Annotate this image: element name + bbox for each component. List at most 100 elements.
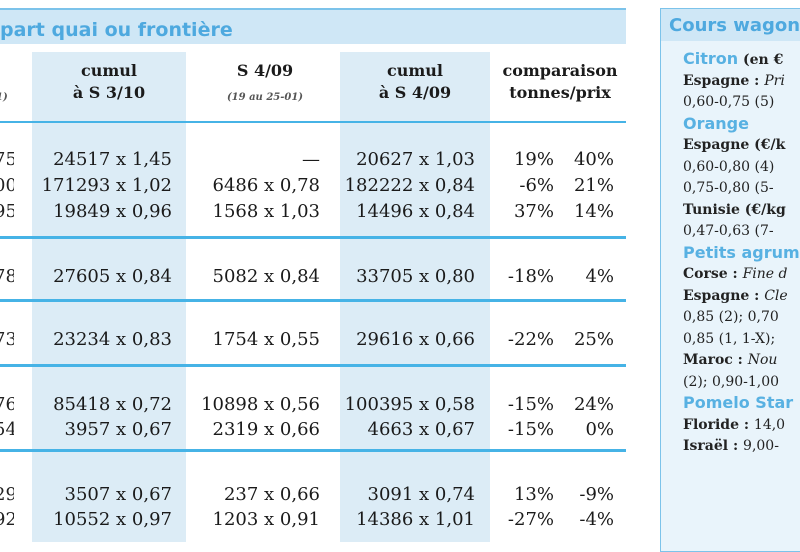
- product-category: Citron (en €: [683, 49, 783, 70]
- column-shade-cumul-s4: [340, 52, 490, 542]
- cut-cell: 73: [0, 329, 14, 350]
- comparison-price-cell: 25%: [573, 329, 614, 350]
- comparison-tonnes-cell: -15%: [507, 394, 554, 415]
- cumul-s4-cell: 14496 x 0,84: [356, 201, 475, 222]
- origin-name: Floride :: [683, 416, 754, 433]
- column-shade-cumul-s3: [32, 52, 186, 542]
- column-header-cumul-s3: cumul à S 3/10: [32, 60, 186, 104]
- table-title-bar: part quai ou frontière: [0, 8, 626, 44]
- comparison-price-cell: 0%: [585, 419, 614, 440]
- group-rule-1: [0, 236, 626, 239]
- s4-cell: 5082 x 0,84: [212, 266, 320, 287]
- origin-name: Espagne (€/k: [683, 137, 786, 153]
- product-category: Pomelo Star: [683, 393, 793, 413]
- column-header-line1: comparaison: [502, 61, 618, 80]
- category-name: Petits agrum: [683, 242, 800, 262]
- s4-cell: 10898 x 0,56: [201, 394, 320, 415]
- category-name: Pomelo Star: [683, 393, 794, 412]
- product-category: Petits agrum: [683, 243, 800, 263]
- origin-name: Espagne :: [683, 287, 765, 304]
- price-line: (2); 0,90-1,00: [683, 373, 780, 390]
- category-name: Citron: [683, 49, 739, 68]
- comparison-tonnes-cell: -27%: [507, 509, 554, 530]
- s4-cell: 1568 x 1,03: [212, 201, 320, 222]
- cumul-s3-cell: 3957 x 0,67: [64, 419, 172, 440]
- s4-cell: 6486 x 0,78: [212, 175, 320, 196]
- origin-line: Espagne : Cle: [683, 286, 788, 306]
- origin-line: Maroc : Nou: [683, 350, 777, 370]
- category-name: Orange: [683, 113, 749, 133]
- cumul-s4-cell: 182222 x 0,84: [344, 175, 475, 196]
- variety-name: Cle: [764, 287, 788, 304]
- origin-line: Tunisie (€/kg: [683, 200, 786, 220]
- comparison-price-cell: 40%: [573, 149, 614, 170]
- column-header-line2: à S 4/09: [378, 83, 452, 102]
- price-line: 0,60-0,75 (5): [683, 94, 775, 110]
- cumul-s4-cell: 3091 x 0,74: [367, 484, 475, 505]
- column-header-line1: cumul: [80, 61, 137, 80]
- variety-name: Pri: [764, 72, 785, 89]
- comparison-tonnes-cell: -18%: [507, 266, 554, 287]
- cumul-s4-cell: 100395 x 0,58: [344, 394, 475, 415]
- column-header-line1: cumul: [386, 61, 443, 80]
- comparison-tonnes-cell: 37%: [513, 201, 554, 222]
- column-header-cumul-s4: cumul à S 4/09: [340, 60, 490, 104]
- cumul-s3-cell: 19849 x 0,96: [53, 201, 172, 222]
- column-header-line1: S 4/09: [236, 61, 294, 80]
- origin-name: Tunisie (€/kg: [683, 201, 786, 218]
- comparison-price-cell: 14%: [573, 201, 614, 222]
- comparison-price-cell: 4%: [585, 266, 614, 287]
- wagon-prices-panel: Cours wagon Citron (en € Espagne : Pri 0,6…: [660, 8, 800, 552]
- s4-cell: 1203 x 0,91: [212, 509, 320, 530]
- cumul-s3-cell: 85418 x 0,72: [53, 394, 172, 415]
- cumul-s3-cell: 171293 x 1,02: [41, 175, 172, 196]
- cumul-s4-cell: 20627 x 1,03: [356, 149, 475, 170]
- product-category: Orange: [683, 114, 749, 134]
- variety-name: Nou: [747, 352, 778, 368]
- origin-line: Espagne : Pri: [683, 71, 785, 91]
- cumul-s3-cell: 24517 x 1,45: [53, 149, 172, 170]
- column-header-line2: tonnes/prix: [509, 83, 611, 102]
- comparison-tonnes-cell: 19%: [513, 149, 554, 170]
- panel-title: Cours wagon: [669, 15, 800, 36]
- comparison-tonnes-cell: -22%: [507, 329, 554, 350]
- cumul-s3-cell: 10552 x 0,97: [53, 509, 172, 530]
- column-header-s4-dates: (19 au 25-01): [226, 92, 304, 103]
- price-line: 0,75-0,80 (5-: [683, 180, 774, 196]
- origin-name: Israël :: [683, 438, 744, 454]
- cumul-s3-cell: 23234 x 0,83: [53, 329, 172, 350]
- column-header-comparison: comparaison tonnes/prix: [496, 60, 624, 104]
- cumul-s4-cell: 14386 x 1,01: [356, 509, 475, 530]
- s4-cell: 1754 x 0,55: [212, 329, 320, 350]
- comparison-tonnes-cell: -15%: [507, 419, 554, 440]
- cut-cell: 75: [0, 149, 14, 170]
- panel-title-bar: Cours wagon: [661, 9, 800, 41]
- price-value: 9,00-: [743, 438, 779, 454]
- cut-cell: 54: [0, 419, 14, 440]
- cumul-s4-cell: 33705 x 0,80: [356, 266, 475, 287]
- group-rule-2: [0, 299, 626, 302]
- cut-cell: 78: [0, 266, 14, 287]
- cut-cell: 29: [0, 484, 14, 505]
- column-header-s4: S 4/09: [200, 60, 330, 82]
- origin-name: Maroc :: [683, 352, 748, 368]
- cumul-s3-cell: 27605 x 0,84: [53, 266, 172, 287]
- category-unit: (en €: [738, 52, 784, 68]
- comparison-price-cell: -4%: [579, 509, 614, 530]
- s4-cell: 2319 x 0,66: [212, 419, 320, 440]
- s4-cell: 237 x 0,66: [223, 484, 320, 505]
- origin-line: Corse : Fine d: [683, 264, 787, 284]
- origin-line: Floride : 14,0: [683, 415, 785, 435]
- price-line: 0,85 (1, 1-X);: [683, 330, 776, 347]
- origin-name: Espagne :: [683, 72, 765, 89]
- cut-cell: 76: [0, 394, 14, 415]
- price-value: 14,0: [753, 416, 786, 433]
- cut-cell: 00: [0, 175, 14, 196]
- cumul-s4-cell: 29616 x 0,66: [356, 329, 475, 350]
- comparison-price-cell: 24%: [573, 394, 614, 415]
- comparison-tonnes-cell: -6%: [519, 175, 554, 196]
- column-header-line2: à S 3/10: [72, 83, 146, 102]
- group-rule-3: [0, 364, 626, 367]
- price-line: 0,60-0,80 (4): [683, 158, 775, 175]
- cut-cell: 92: [0, 509, 14, 530]
